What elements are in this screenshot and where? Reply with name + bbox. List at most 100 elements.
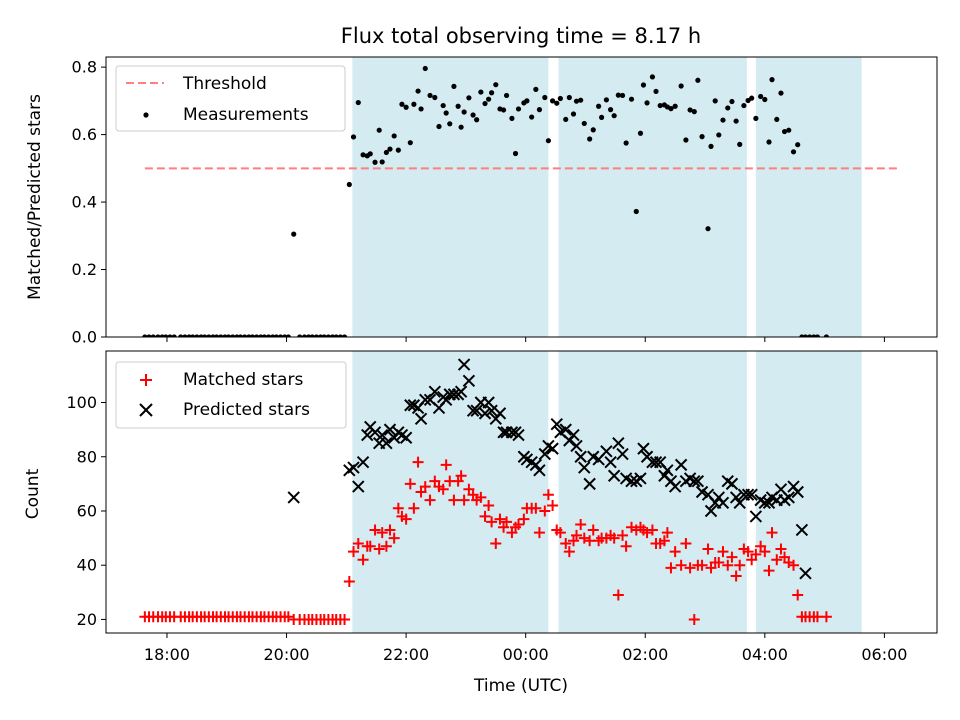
measurement-point xyxy=(372,159,378,165)
measurement-point xyxy=(687,107,693,113)
measurement-point xyxy=(769,77,775,83)
measurement-point xyxy=(163,334,169,337)
matched-stars-point xyxy=(530,502,542,514)
top-legend: Threshold Measurements xyxy=(115,65,346,132)
predicted-stars-point xyxy=(500,426,513,439)
measurement-point xyxy=(542,94,548,101)
matched-stars-point xyxy=(479,510,491,522)
x-axis-label: Time (UTC) xyxy=(473,676,568,696)
top-observing-interval-2 xyxy=(755,57,862,337)
measurement-point xyxy=(587,136,593,142)
predicted-stars-point xyxy=(716,496,730,510)
bottom-y-tick-label: 60 xyxy=(77,501,97,520)
measurement-point xyxy=(599,114,605,120)
measurement-point xyxy=(633,208,639,215)
bottom-series-predicted-stars xyxy=(287,358,812,580)
matched-stars-point xyxy=(560,538,572,550)
predicted-stars-point xyxy=(795,523,809,537)
top-plot-area xyxy=(142,57,900,337)
measurement-point xyxy=(691,109,697,115)
matched-stars-point xyxy=(412,456,424,468)
predicted-stars-point xyxy=(637,442,650,455)
measurement-point xyxy=(194,334,200,337)
measurement-point xyxy=(741,102,747,109)
matched-stars-point xyxy=(742,546,754,558)
predicted-stars-point xyxy=(447,388,461,401)
measurement-point xyxy=(637,130,644,136)
measurement-point xyxy=(573,98,580,104)
top-observing-interval-1 xyxy=(558,57,747,337)
measurement-point xyxy=(230,334,236,337)
matched-stars-point xyxy=(475,491,487,503)
matched-stars-point xyxy=(486,516,498,528)
measurement-point xyxy=(668,106,674,112)
measurement-point xyxy=(395,147,401,153)
matched-stars-point xyxy=(688,613,700,625)
predicted-stars-point xyxy=(578,461,591,474)
measurement-point xyxy=(529,114,535,120)
top-y-tick-label: 0.2 xyxy=(72,260,97,279)
matched-stars-point xyxy=(713,557,725,568)
matched-stars-legend-swatch xyxy=(140,374,152,386)
matched-stars-point xyxy=(571,529,583,541)
predicted-stars-point xyxy=(574,450,587,463)
bottom-legend: Matched stars Predicted stars xyxy=(115,361,347,429)
predicted-stars-point xyxy=(729,491,743,504)
predicted-stars-point xyxy=(470,404,483,417)
measurement-point xyxy=(536,107,543,113)
threshold-legend-label: Threshold xyxy=(182,74,267,94)
measurement-point xyxy=(167,334,173,337)
measurement-point xyxy=(451,83,457,89)
measurement-point xyxy=(478,89,484,95)
predicted-stars-point xyxy=(538,447,552,461)
measurement-point xyxy=(379,159,385,165)
measurement-point xyxy=(500,107,507,113)
matched-stars-point xyxy=(539,505,551,517)
measurement-point xyxy=(705,226,711,232)
measurement-point xyxy=(615,92,621,98)
matched-stars-point xyxy=(458,494,470,506)
predicted-stars-point xyxy=(352,480,365,493)
predicted-stars-point xyxy=(691,474,705,488)
measurement-point xyxy=(814,334,821,337)
measurement-point xyxy=(291,231,297,237)
measurement-point xyxy=(695,77,701,83)
measurement-point xyxy=(482,100,488,107)
measurement-point xyxy=(350,134,357,140)
measurement-point xyxy=(321,334,327,337)
measurement-point xyxy=(489,90,495,96)
predicted-stars-point xyxy=(704,504,718,518)
measurement-point xyxy=(619,92,626,99)
bottom-legend-frame xyxy=(115,361,347,429)
measurement-point xyxy=(699,134,705,140)
matched-stars-point xyxy=(533,527,545,539)
predicted-stars-point xyxy=(404,399,417,412)
predicted-stars-point xyxy=(478,407,492,420)
predicted-stars-point xyxy=(485,404,498,417)
predicted-stars-point xyxy=(583,477,596,491)
predicted-stars-point xyxy=(725,477,739,491)
measurement-point xyxy=(503,92,510,99)
matched-stars-point xyxy=(734,559,746,571)
bottom-axes-frame xyxy=(105,350,938,634)
matched-stars-point xyxy=(680,538,692,550)
measurement-point xyxy=(774,116,780,123)
measurement-point xyxy=(720,117,726,123)
bottom-y-axis-label: Count xyxy=(23,468,43,519)
matched-stars-point xyxy=(513,519,525,531)
measurement-point xyxy=(325,334,331,337)
measurement-point xyxy=(570,111,577,117)
top-y-axis-label: Matched/Predicted stars xyxy=(25,94,45,300)
measurement-point xyxy=(678,83,684,89)
predicted-stars-point xyxy=(356,455,370,469)
measurement-point xyxy=(273,334,279,337)
predicted-stars-point xyxy=(758,496,772,510)
measurement-point xyxy=(146,334,152,337)
matched-stars-point xyxy=(483,500,495,512)
matched-stars-point xyxy=(352,538,364,550)
matched-stars-point xyxy=(437,483,449,495)
matched-stars-point xyxy=(339,613,351,625)
predicted-stars-point xyxy=(782,491,795,504)
matched-stars-point xyxy=(658,535,670,547)
matched-stars-point xyxy=(702,543,714,555)
